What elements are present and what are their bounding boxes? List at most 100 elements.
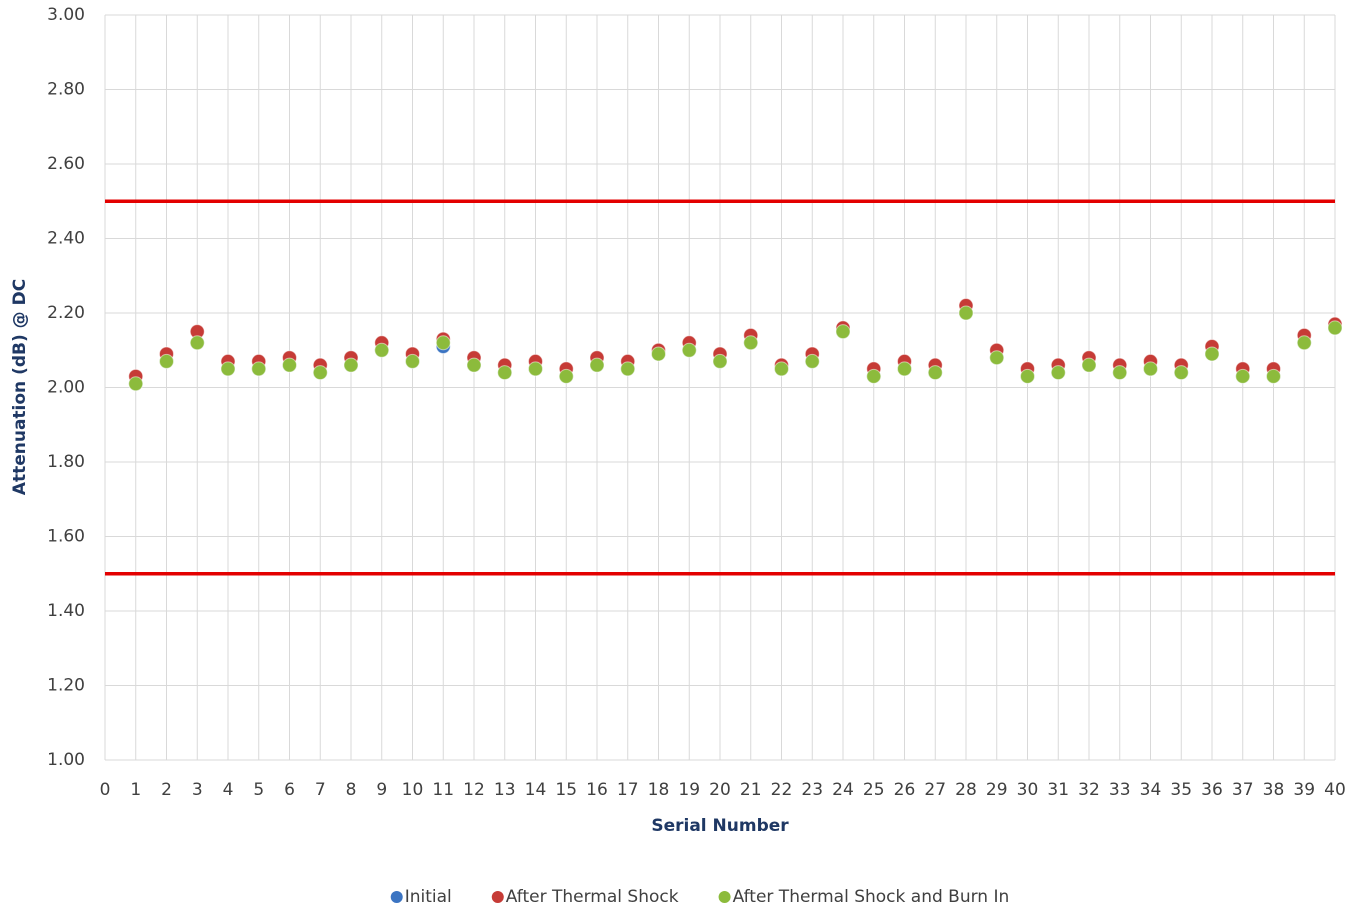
point	[528, 361, 543, 377]
legend-label: Initial	[405, 887, 452, 907]
point	[620, 361, 636, 377]
legend-marker	[491, 891, 504, 903]
x-tick-label: 36	[1201, 780, 1223, 800]
y-tick-label: 1.20	[47, 676, 85, 696]
x-tick-label: 38	[1263, 780, 1285, 800]
x-tick-label: 40	[1324, 780, 1346, 800]
x-tick-label: 14	[525, 780, 547, 800]
point	[651, 346, 666, 362]
x-tick-label: 39	[1293, 780, 1315, 800]
point	[405, 353, 420, 369]
point	[804, 353, 820, 369]
point	[189, 335, 205, 351]
point	[681, 342, 697, 358]
x-tick-label: 15	[555, 780, 577, 800]
x-tick-label: 26	[894, 780, 916, 800]
point	[743, 335, 759, 351]
x-axis-title: Serial Number	[651, 816, 789, 836]
x-tick-label: 33	[1109, 780, 1131, 800]
x-tick-label: 32	[1078, 780, 1100, 800]
y-tick-label: 1.80	[47, 452, 85, 472]
legend-label: After Thermal Shock	[506, 887, 679, 907]
point	[435, 335, 451, 351]
point	[497, 365, 513, 381]
point	[589, 357, 605, 373]
x-tick-label: 22	[771, 780, 793, 800]
x-tick-label: 8	[346, 780, 357, 800]
y-tick-label: 2.40	[47, 229, 85, 249]
point	[712, 353, 728, 369]
y-tick-label: 2.80	[47, 80, 85, 100]
point	[220, 361, 236, 377]
point	[958, 305, 974, 321]
point	[312, 365, 328, 381]
point	[1050, 365, 1066, 381]
legend-marker	[718, 891, 731, 903]
point	[1327, 320, 1343, 336]
y-tick-label: 2.00	[47, 378, 85, 398]
point	[1204, 346, 1220, 362]
x-tick-label: 27	[924, 780, 946, 800]
point	[251, 361, 267, 377]
x-tick-label: 35	[1170, 780, 1192, 800]
x-tick-label: 31	[1047, 780, 1069, 800]
x-tick-label: 19	[678, 780, 700, 800]
y-tick-label: 1.60	[47, 527, 85, 547]
point	[1020, 368, 1035, 384]
x-tick-label: 0	[100, 780, 111, 800]
y-tick-label: 1.00	[47, 750, 85, 770]
point	[1081, 357, 1097, 373]
x-tick-label: 20	[709, 780, 731, 800]
point	[1143, 361, 1158, 377]
x-tick-label: 1	[130, 780, 141, 800]
point	[866, 368, 882, 384]
x-tick-label: 4	[223, 780, 234, 800]
x-tick-label: 18	[648, 780, 670, 800]
x-tick-label: 29	[986, 780, 1008, 800]
x-tick-label: 17	[617, 780, 639, 800]
y-tick-label: 2.60	[47, 154, 85, 174]
y-axis-title: Attenuation (dB) @ DC	[10, 279, 30, 495]
x-tick-label: 3	[192, 780, 203, 800]
x-tick-label: 21	[740, 780, 762, 800]
y-tick-label: 3.00	[47, 5, 85, 25]
x-tick-label: 23	[801, 780, 823, 800]
x-tick-label: 34	[1140, 780, 1162, 800]
x-tick-label: 5	[253, 780, 264, 800]
legend-marker	[390, 891, 403, 903]
x-tick-label: 11	[432, 780, 454, 800]
point	[466, 357, 482, 373]
point	[343, 357, 359, 373]
x-tick-label: 16	[586, 780, 608, 800]
x-tick-label: 24	[832, 780, 854, 800]
x-tick-label: 37	[1232, 780, 1254, 800]
point	[1173, 365, 1189, 381]
legend-label: After Thermal Shock and Burn In	[733, 887, 1010, 907]
point	[1235, 368, 1251, 384]
x-tick-label: 10	[402, 780, 424, 800]
y-tick-label: 2.20	[47, 303, 85, 323]
x-tick-label: 25	[863, 780, 885, 800]
x-tick-label: 28	[955, 780, 977, 800]
x-tick-label: 30	[1017, 780, 1039, 800]
point	[989, 350, 1005, 366]
point	[1266, 368, 1281, 384]
x-tick-label: 6	[284, 780, 295, 800]
point	[128, 376, 144, 392]
point	[282, 357, 297, 373]
point	[1296, 335, 1312, 351]
x-tick-label: 9	[376, 780, 387, 800]
x-tick-label: 2	[161, 780, 172, 800]
y-tick-label: 1.40	[47, 601, 85, 621]
point	[558, 368, 574, 384]
point	[774, 361, 789, 377]
point	[159, 353, 174, 369]
point	[897, 361, 912, 377]
x-tick-label: 7	[315, 780, 326, 800]
point	[374, 342, 390, 358]
point	[835, 324, 851, 340]
point	[927, 365, 943, 381]
x-tick-label: 13	[494, 780, 516, 800]
x-tick-label: 12	[463, 780, 485, 800]
